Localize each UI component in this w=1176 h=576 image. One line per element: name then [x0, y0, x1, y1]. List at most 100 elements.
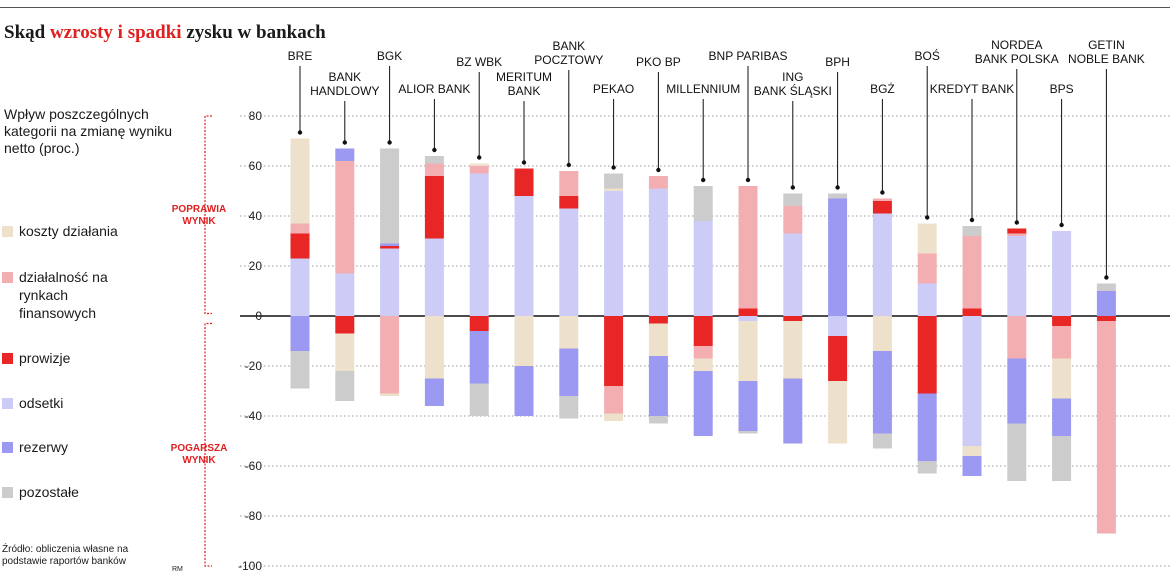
bar-segment	[559, 171, 579, 196]
bar-segment	[917, 393, 937, 461]
bar-segment	[1096, 283, 1116, 291]
category-label-line: ING	[782, 70, 803, 84]
bar-segment	[738, 431, 758, 434]
bar-segment	[469, 163, 489, 166]
bar-segment	[872, 433, 892, 449]
bar-segment	[290, 351, 310, 389]
category-label-line: BANK	[552, 39, 585, 53]
bar-segment	[917, 461, 937, 474]
category-label-line: BPS	[1050, 82, 1074, 96]
top-rule	[0, 7, 1170, 8]
bar-segment	[738, 316, 758, 321]
bar-segment	[693, 316, 713, 346]
bar-segment	[693, 371, 713, 436]
author-initials: RM	[172, 566, 183, 573]
bar-segment	[424, 156, 444, 164]
category-label-line: NOBLE BANK	[1068, 52, 1145, 66]
legend-label: prowizje	[19, 350, 71, 366]
category-label: MERITUM BANK	[496, 70, 552, 98]
source-note: Źródło: obliczenia własne na podstawie r…	[2, 544, 183, 573]
bar-segment	[290, 233, 310, 259]
bar-segment	[559, 348, 579, 396]
bar-segment	[1007, 236, 1027, 316]
bar-segment	[559, 316, 579, 349]
bar-segment	[335, 333, 355, 371]
bar-segment	[290, 223, 310, 234]
bar-segment	[514, 366, 534, 416]
chart-description: Wpływ poszczególnych kategorii na zmianę…	[4, 106, 173, 156]
bar-segment	[693, 221, 713, 316]
bar-segment	[917, 223, 937, 254]
category-label-line: MILLENNIUM	[666, 82, 740, 96]
bar-segment	[604, 316, 624, 386]
category-label: BOŚ	[915, 48, 940, 63]
bar-segment	[604, 188, 624, 191]
bar-segment	[604, 173, 624, 189]
bar-segment	[1007, 316, 1027, 359]
y-tick-label: 60	[249, 159, 263, 173]
bar-segment	[783, 233, 803, 316]
category-label-line: BPH	[825, 55, 850, 69]
leader-dot	[835, 185, 840, 190]
bar-segment	[783, 316, 803, 321]
bar-segment	[962, 226, 982, 236]
y-tick-label: -20	[245, 359, 263, 373]
bar-segment	[1096, 316, 1116, 321]
leader-dot	[342, 140, 347, 145]
bar-segment	[1096, 291, 1116, 316]
category-label-line: BNP PARIBAS	[709, 49, 788, 63]
category-label: BZ WBK	[456, 55, 502, 69]
legend-swatch	[2, 487, 13, 498]
bar-segment	[335, 316, 355, 334]
bar-segment	[290, 138, 310, 224]
bar-segment	[604, 191, 624, 316]
bar-segment	[783, 206, 803, 234]
positive-label: POPRAWIA WYNIK	[171, 204, 227, 227]
bar-segment	[783, 378, 803, 444]
category-label-line: GETIN	[1088, 38, 1125, 52]
bar-segment	[1007, 233, 1027, 236]
category-label-line: BANK	[508, 84, 541, 98]
bar-segment	[1052, 326, 1072, 359]
leader-dot	[566, 162, 571, 168]
category-label-line: MERITUM	[496, 70, 552, 84]
bar-segment	[872, 351, 892, 434]
leader-dot	[477, 155, 482, 160]
category-label: PEKAO	[593, 82, 634, 96]
category-label-line: BGŻ	[870, 82, 895, 96]
bar-segment	[738, 321, 758, 381]
leader-dot	[969, 217, 975, 223]
legend-item-rynki: działalność na rynkach finansowych	[2, 268, 132, 322]
bar-segment	[962, 316, 982, 446]
legend-label: działalność na rynkach finansowych	[19, 269, 108, 321]
leader-dot	[387, 140, 392, 145]
category-label: MILLENNIUM	[666, 82, 740, 96]
bar-segment	[648, 176, 668, 189]
leader-dot	[1104, 275, 1109, 280]
title-suffix: zysku w bankach	[186, 22, 326, 43]
bar-segment	[648, 316, 668, 324]
leader-dot	[432, 147, 437, 153]
title-prefix: Skąd	[4, 22, 46, 43]
bar-segment	[469, 316, 489, 331]
bar-segment	[290, 258, 310, 316]
legend-item-rezerwy: rezerwy	[2, 438, 68, 456]
legend-label: rezerwy	[19, 439, 69, 455]
bar-segment	[693, 346, 713, 359]
leader-dot	[790, 185, 795, 190]
bar-segment	[648, 188, 668, 316]
bar-segment	[693, 186, 713, 221]
y-tick-label: 80	[249, 109, 263, 123]
bar-segment	[559, 396, 579, 419]
category-label-line: BZ WBK	[456, 55, 502, 69]
bar-segment	[1007, 423, 1027, 481]
bar-segment	[514, 316, 534, 366]
category-label-line: BOŚ	[915, 48, 940, 63]
category-label: ALIOR BANK	[398, 82, 470, 96]
category-label-line: POCZTOWY	[534, 53, 603, 67]
bar-segment	[783, 193, 803, 206]
bar-segment	[380, 243, 400, 246]
category-label: BGŻ	[870, 82, 895, 96]
bar-segment	[559, 208, 579, 316]
